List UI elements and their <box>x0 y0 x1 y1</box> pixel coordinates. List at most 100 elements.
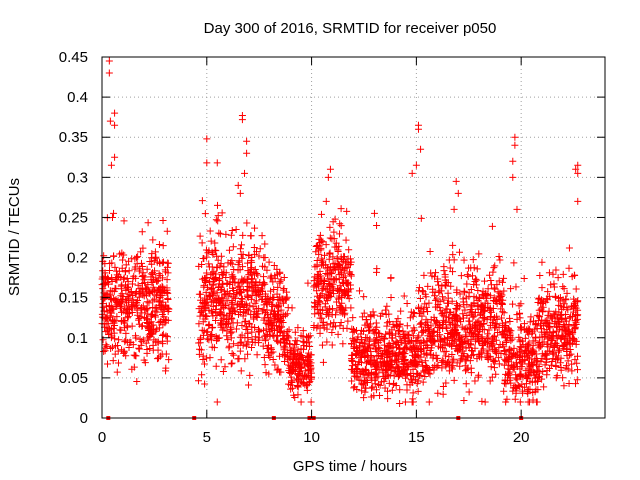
data-point <box>124 313 132 321</box>
data-point <box>162 332 170 340</box>
data-point <box>283 328 291 336</box>
data-point <box>133 378 141 386</box>
data-point <box>142 306 150 314</box>
data-point <box>159 242 167 250</box>
data-point <box>217 260 225 268</box>
data-point <box>198 239 206 247</box>
data-point <box>266 274 274 282</box>
data-point <box>153 308 161 316</box>
data-point <box>288 377 296 385</box>
data-point <box>223 320 231 328</box>
data-point <box>118 317 126 325</box>
data-point <box>256 245 264 253</box>
data-point <box>269 310 277 318</box>
data-point <box>239 341 247 349</box>
data-point <box>107 325 115 333</box>
data-point <box>243 219 251 227</box>
data-point <box>149 271 157 279</box>
y-tick-label: 0.05 <box>59 370 88 387</box>
data-point <box>198 261 206 269</box>
data-point <box>137 305 145 313</box>
data-point <box>264 320 272 328</box>
data-point <box>277 306 285 314</box>
data-point <box>212 216 220 224</box>
data-point <box>210 344 218 352</box>
data-point <box>224 336 232 344</box>
data-point <box>143 298 151 306</box>
data-point <box>241 355 249 363</box>
data-point <box>269 278 277 286</box>
data-point <box>201 360 209 368</box>
data-point <box>110 321 118 329</box>
data-point <box>261 280 269 288</box>
data-point <box>296 378 304 386</box>
data-point <box>223 332 231 340</box>
data-point <box>195 262 203 270</box>
data-point <box>259 262 267 270</box>
data-point <box>134 316 142 324</box>
data-point <box>148 260 156 268</box>
data-point <box>277 276 285 284</box>
data-point <box>267 287 275 295</box>
data-point <box>276 352 284 360</box>
data-point <box>163 304 171 312</box>
data-point <box>219 280 227 288</box>
data-point <box>139 269 147 277</box>
data-point <box>146 289 154 297</box>
data-point <box>113 313 121 321</box>
data-point <box>273 326 281 334</box>
data-point <box>164 259 172 267</box>
data-point <box>246 371 254 379</box>
data-point <box>142 339 150 347</box>
data-point <box>163 286 171 294</box>
data-point <box>217 252 225 260</box>
data-point <box>111 350 119 358</box>
data-point <box>222 319 230 327</box>
data-point <box>229 243 237 251</box>
data-point <box>155 285 163 293</box>
data-point <box>124 323 132 331</box>
data-point <box>201 210 209 218</box>
data-point <box>147 270 155 278</box>
data-point <box>211 296 219 304</box>
data-point <box>251 323 259 331</box>
data-point <box>129 341 137 349</box>
data-point <box>205 263 213 271</box>
data-point <box>149 236 157 244</box>
data-point <box>255 327 263 335</box>
data-point <box>134 281 142 289</box>
data-point <box>237 338 245 346</box>
data-point <box>252 278 260 286</box>
data-point <box>199 356 207 364</box>
data-point <box>163 227 171 235</box>
data-point <box>144 219 152 227</box>
data-point <box>262 297 270 305</box>
data-point <box>208 269 216 277</box>
data-point <box>205 321 213 329</box>
data-point <box>135 293 143 301</box>
data-point <box>277 323 285 331</box>
data-point <box>218 209 226 217</box>
data-point <box>221 363 229 371</box>
data-point <box>195 345 203 353</box>
data-point <box>149 341 157 349</box>
data-point <box>118 281 126 289</box>
data-point <box>128 322 136 330</box>
data-point <box>283 310 291 318</box>
data-point <box>212 302 220 310</box>
data-point <box>222 290 230 298</box>
data-point <box>138 322 146 330</box>
data-point <box>251 338 259 346</box>
data-point <box>213 334 221 342</box>
data-point <box>230 351 238 359</box>
data-point <box>158 310 166 318</box>
data-point <box>99 285 107 293</box>
data-point <box>149 297 157 305</box>
data-point <box>207 271 215 279</box>
data-point <box>243 279 251 287</box>
data-point <box>132 289 140 297</box>
data-point <box>155 258 163 266</box>
data-point <box>206 354 214 362</box>
data-point <box>267 344 275 352</box>
data-point <box>154 346 162 354</box>
